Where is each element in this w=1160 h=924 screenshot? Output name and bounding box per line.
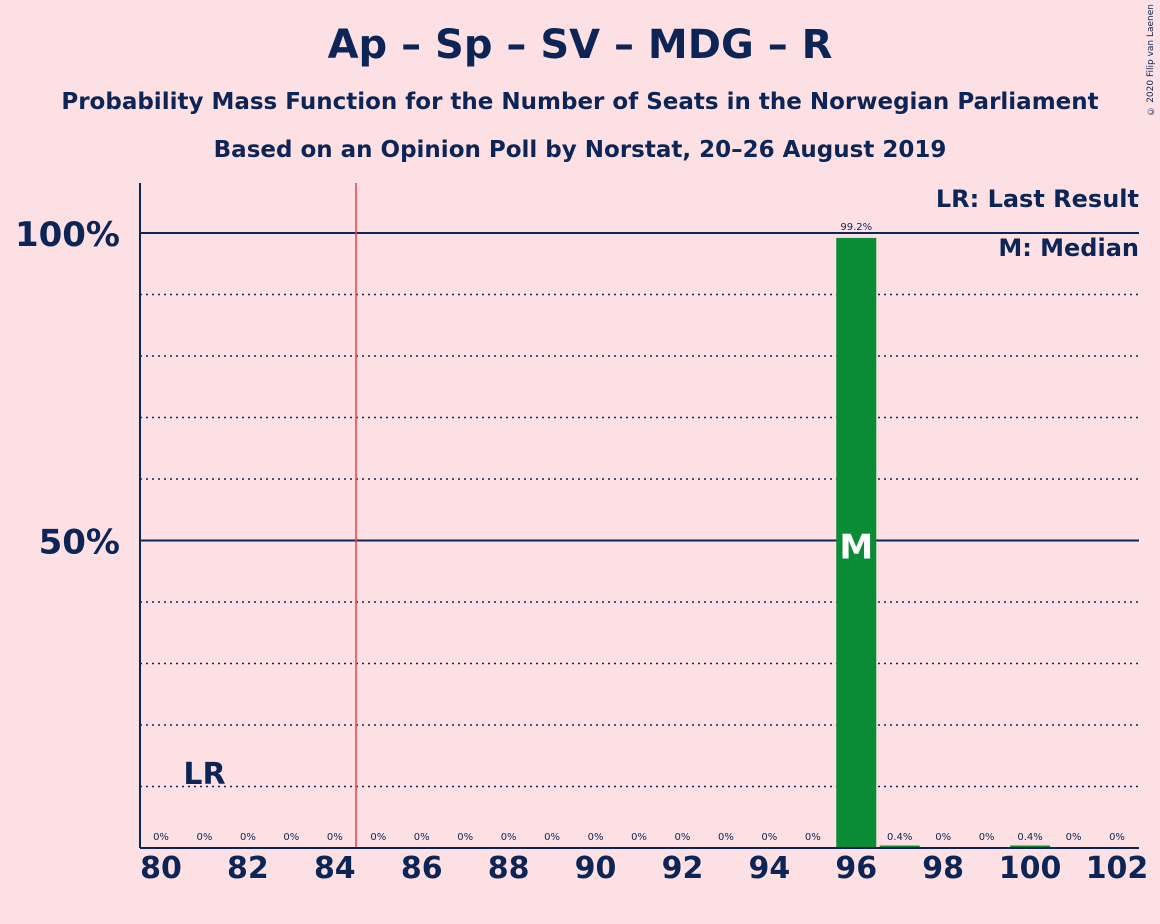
last-result-marker: LR (183, 757, 225, 792)
x-tick-label-100: 100 (999, 851, 1062, 886)
legend-last-result: LR: Last Result (935, 185, 1139, 213)
value-label-96: 99.2% (840, 222, 872, 233)
chart-subtitle: Probability Mass Function for the Number… (61, 89, 1099, 115)
x-tick-label-86: 86 (401, 851, 443, 886)
x-tick-label-84: 84 (314, 851, 356, 886)
bar-96 (836, 237, 877, 849)
value-label-100: 0.4% (1017, 832, 1042, 843)
value-label-95: 0% (805, 832, 821, 843)
value-label-86: 0% (414, 832, 430, 843)
label-layer: 0% 0% 0% 0% 0% 0% 0% 0% 0% 0% 0% 0% 0% 0% 0% 0% 99.2% 0.4… (153, 222, 1125, 843)
value-label-98: 0% (935, 832, 951, 843)
value-label-87: 0% (457, 832, 473, 843)
x-tick-label-102: 102 (1086, 851, 1149, 886)
value-label-99: 0% (979, 832, 995, 843)
value-label-80: 0% (153, 832, 169, 843)
value-label-90: 0% (588, 832, 604, 843)
value-label-102: 0% (1109, 832, 1125, 843)
legend-median: M: Median (998, 234, 1139, 262)
value-label-91: 0% (631, 832, 647, 843)
bar-97 (879, 845, 920, 848)
x-tick-label-94: 94 (748, 851, 790, 886)
value-label-101: 0% (1066, 832, 1082, 843)
chart-title: Ap – Sp – SV – MDG – R (327, 22, 833, 68)
y-tick-label-50: 50% (39, 523, 120, 563)
value-label-85: 0% (370, 832, 386, 843)
chart-source-subtitle: Based on an Opinion Poll by Norstat, 20–… (213, 137, 947, 163)
value-label-82: 0% (240, 832, 256, 843)
value-label-97: 0.4% (887, 832, 912, 843)
value-label-84: 0% (327, 832, 343, 843)
x-tick-label-92: 92 (662, 851, 704, 886)
x-tick-label-80: 80 (140, 851, 182, 886)
x-tick-label-90: 90 (575, 851, 617, 886)
median-marker: M (839, 528, 873, 568)
grid-layer (140, 232, 1139, 788)
x-tick-label-98: 98 (922, 851, 964, 886)
x-tick-label-96: 96 (835, 851, 877, 886)
value-label-92: 0% (675, 832, 691, 843)
value-label-83: 0% (283, 832, 299, 843)
bar-100 (1010, 845, 1051, 848)
value-label-89: 0% (544, 832, 560, 843)
y-tick-label-100: 100% (15, 215, 120, 255)
x-tick-label-82: 82 (227, 851, 269, 886)
value-label-88: 0% (501, 832, 517, 843)
axis-layer: 50% 100% 80 82 84 86 88 90 92 94 96 98 100 102 (15, 183, 1148, 886)
bar-layer (836, 237, 1051, 849)
value-label-94: 0% (761, 832, 777, 843)
value-label-93: 0% (718, 832, 734, 843)
x-tick-label-88: 88 (488, 851, 530, 886)
value-label-81: 0% (197, 832, 213, 843)
